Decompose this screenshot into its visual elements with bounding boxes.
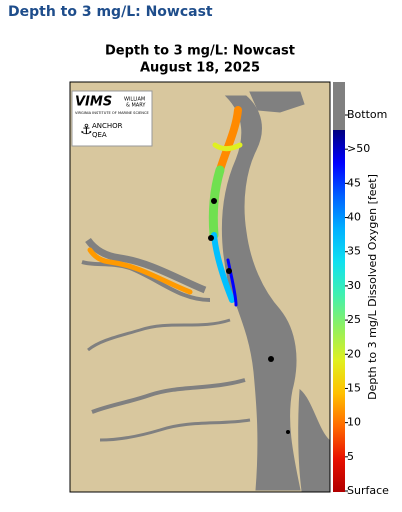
figure-date: August 18, 2025 [140,61,260,76]
svg-text:⚓: ⚓ [80,122,93,138]
logo-text: VIRGINIA INSTITUTE OF MARINE SCIENCE [75,111,150,115]
logo: VIMS WILLIAM & MARY VIRGINIA INSTITUTE O… [71,90,153,147]
colorbar-bottom [333,82,345,130]
logo-text: WILLIAM [124,97,145,103]
colorbar-tick-label: 5 [347,450,354,463]
colorbar-tick-label: 35 [347,245,361,258]
colorbar-tick-label: 25 [347,313,361,326]
colorbar: Bottom >50 45 40 35 30 25 20 15 10 5 Surface [333,82,389,497]
colorbar-tick-label: 45 [347,176,361,189]
page-header: Depth to 3 mg/L: Nowcast [8,4,213,20]
colorbar-tick-label: 30 [347,279,361,292]
colorbar-tick-label: 15 [347,381,361,394]
colorbar-tick-label: 40 [347,211,361,224]
logo-text: QEA [92,131,107,139]
logo-text: ANCHOR [92,122,123,130]
map: VIMS WILLIAM & MARY VIRGINIA INSTITUTE O… [69,81,331,493]
logo-text: & MARY [126,103,146,109]
colorbar-tick-label: >50 [347,142,370,155]
logo-vims: VIMS [75,95,112,110]
colorbar-gradient [333,130,345,492]
colorbar-label: Depth to 3 mg/L Dissolved Oxygen [feet] [366,174,379,400]
figure-title: Depth to 3 mg/L: Nowcast [105,44,295,59]
colorbar-tick-label: 10 [347,416,361,429]
colorbar-tick-label: Bottom [347,108,387,121]
colorbar-tick-label: 20 [347,347,361,360]
colorbar-tick-label: Surface [347,484,389,497]
